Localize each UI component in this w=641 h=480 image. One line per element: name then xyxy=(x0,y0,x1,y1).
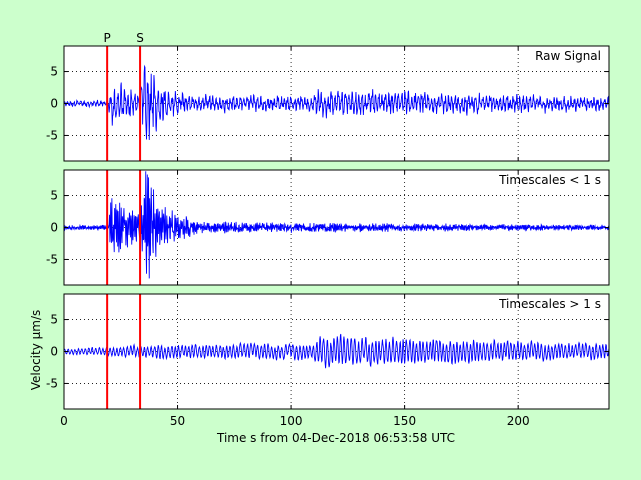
phase-marker-label: S xyxy=(136,31,144,45)
panel-1: P S -5 0 5 Raw Signal xyxy=(46,31,610,162)
y-tick-label: 0 xyxy=(50,97,58,111)
x-tick-label: 50 xyxy=(170,414,185,428)
panel-label: Raw Signal xyxy=(535,49,601,63)
waveform-series xyxy=(63,64,610,140)
x-tick-label: 100 xyxy=(280,414,303,428)
x-axis-label: Time s from 04-Dec-2018 06:53:58 UTC xyxy=(216,431,455,445)
panel-label: Timescales > 1 s xyxy=(498,297,601,311)
x-tick-label: 150 xyxy=(393,414,416,428)
panel-label: Timescales < 1 s xyxy=(498,173,601,187)
panel-2: -5 0 5 Timescales < 1 s xyxy=(46,169,610,286)
x-tick-label: 0 xyxy=(60,414,68,428)
x-tick-label: 200 xyxy=(507,414,530,428)
y-tick-label: 5 xyxy=(50,189,58,203)
y-axis-label: Velocity μm/s xyxy=(29,310,43,391)
y-tick-label: 0 xyxy=(50,221,58,235)
y-tick-label: -5 xyxy=(46,376,58,390)
y-tick-label: 5 xyxy=(50,313,58,327)
y-tick-label: -5 xyxy=(46,128,58,142)
waveform-series xyxy=(63,333,610,369)
phase-marker-label: P xyxy=(104,31,111,45)
y-tick-label: 0 xyxy=(50,345,58,359)
y-tick-label: 5 xyxy=(50,65,58,79)
panels-container: P S -5 0 5 Raw Signal -5 0 5 Timescales < 1 s -5 0 5… xyxy=(46,31,610,428)
waveform-series xyxy=(63,171,610,279)
y-tick-label: -5 xyxy=(46,252,58,266)
